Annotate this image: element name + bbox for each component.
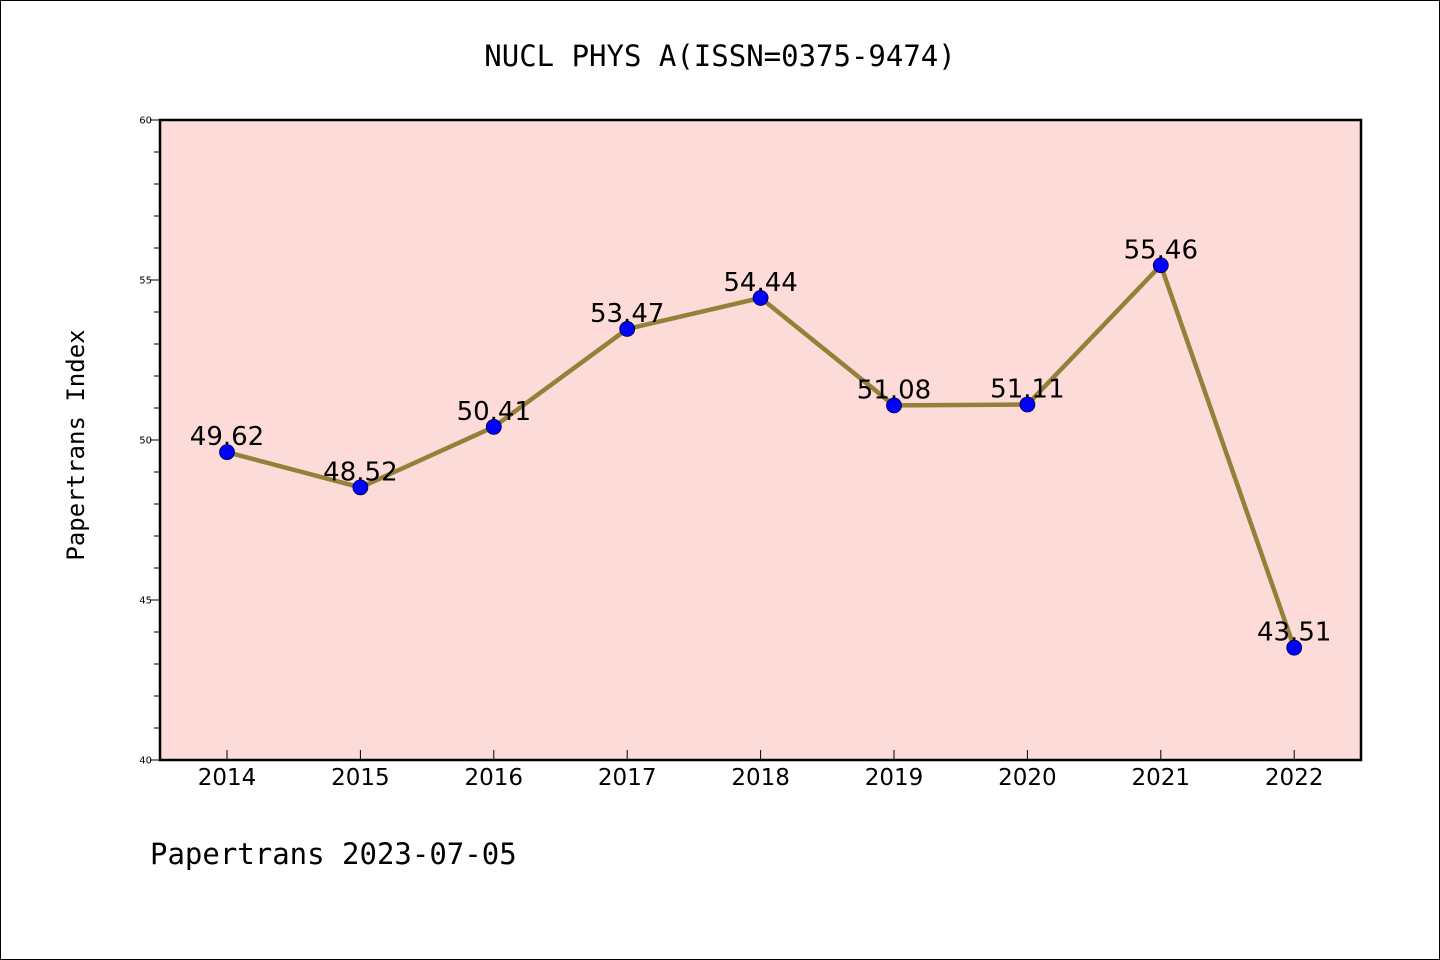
data-label: 48.52	[323, 457, 397, 487]
data-point	[886, 397, 902, 414]
data-point	[1152, 257, 1169, 274]
y-tick-label: 50	[139, 436, 152, 447]
data-point	[1019, 396, 1036, 413]
y-tick-label: 40	[139, 756, 152, 767]
y-axis-label: Papertrans Index	[62, 329, 90, 560]
x-tick-label: 2020	[998, 765, 1057, 791]
data-label: 53.47	[590, 299, 664, 329]
data-point	[1286, 639, 1303, 656]
x-tick-label: 2021	[1132, 765, 1191, 791]
data-point	[485, 418, 502, 435]
chart-title: NUCL PHYS A(ISSN=0375-9474)	[484, 39, 955, 73]
x-tick-label: 2019	[865, 765, 924, 791]
data-label: 51.08	[857, 375, 931, 405]
x-tick-label: 2022	[1265, 765, 1324, 791]
data-point	[219, 444, 235, 461]
y-tick-label: 60	[139, 116, 152, 127]
x-tick-label: 2014	[198, 765, 257, 791]
y-axis: 40 45 50 55 60	[139, 116, 160, 767]
x-tick-label: 2016	[465, 765, 524, 791]
plot-border	[158, 118, 1363, 762]
data-label: 49.62	[190, 422, 264, 452]
y-tick-label: 45	[139, 596, 152, 607]
data-label: 54.44	[723, 268, 797, 298]
data-label: 43.51	[1257, 618, 1331, 648]
x-tick-label: 2018	[731, 765, 790, 791]
series-layer	[219, 257, 1303, 656]
x-axis: 2014 2015 2016 2017 2018 2019 2020 2021 2022	[198, 750, 1324, 791]
footer-text: Papertrans 2023-07-05	[150, 837, 517, 871]
data-labels: 49.62 48.52 50.41 53.47 54.44 51.08 51.11 55.46…	[190, 235, 1332, 647]
data-point	[352, 479, 369, 496]
data-label: 51.11	[990, 374, 1064, 404]
data-label: 50.41	[457, 397, 531, 427]
y-tick-label: 55	[139, 276, 152, 287]
data-label: 55.46	[1124, 235, 1198, 265]
x-tick-label: 2015	[331, 765, 390, 791]
data-point	[619, 321, 636, 337]
x-tick-label: 2017	[598, 765, 657, 791]
plot-area	[160, 120, 1361, 760]
data-point	[752, 290, 769, 306]
